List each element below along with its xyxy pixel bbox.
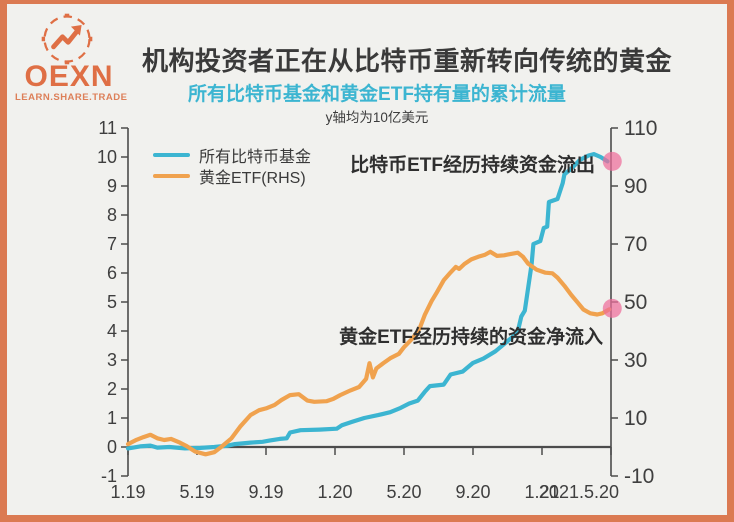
y-left-tick-label: 8: [107, 205, 117, 225]
y-left-tick-label: 0: [107, 437, 117, 457]
brand-text: OEXN: [24, 60, 114, 93]
y-right-tick-label: 90: [624, 175, 647, 198]
y-right-tick-label: 110: [624, 117, 657, 140]
annotation-bitcoin-outflow: 比特币ETF经历持续资金流出: [350, 155, 595, 176]
y-left-tick-label: 1: [107, 408, 117, 428]
page-title: 机构投资者正在从比特币重新转向传统的黄金: [141, 46, 672, 76]
y-right-tick-label: 70: [624, 233, 647, 256]
chart-subtitle: 所有比特币基金和黄金ETF持有量的累计流量: [188, 84, 566, 105]
y-right-tick-label: 30: [624, 349, 647, 372]
y-left-tick-label: 3: [107, 350, 117, 370]
gold-line-swatch: [153, 173, 190, 178]
brand-tagline: LEARN.SHARE.TRADE: [15, 92, 128, 103]
x-tick-label: 9.19: [248, 482, 283, 502]
legend-label-gold: 黄金ETF(RHS): [199, 169, 306, 187]
bitcoin-funds-end-marker-dot: [602, 151, 622, 171]
chart-legend: 所有比特币基金 黄金ETF(RHS): [153, 144, 312, 187]
y-right-tick-label: -10: [624, 465, 654, 488]
y-right-tick-label: 50: [624, 291, 647, 314]
legend-item-gold-etf: 黄金ETF(RHS): [153, 165, 311, 187]
y-left-tick-label: 5: [107, 292, 117, 312]
y-left-tick-label: 9: [107, 176, 117, 196]
legend-label-bitcoin: 所有比特币基金: [199, 148, 312, 166]
legend-item-bitcoin-funds: 所有比特币基金: [153, 144, 312, 166]
logo: OEXN LEARN.SHARE.TRADE: [13, 8, 128, 108]
x-tick-label: 1.20: [317, 482, 352, 502]
y-left-tick-label: 6: [107, 263, 117, 283]
trend-up-arrow-circle-icon: [41, 13, 93, 65]
x-tick-label: 2021.5.20: [539, 482, 619, 502]
y-left-tick-label: 10: [97, 147, 117, 167]
axis-unit-note: y轴均为10亿美元: [325, 110, 429, 125]
y-left-tick-label: -1: [101, 466, 117, 486]
x-tick-label: 1.21: [524, 482, 559, 502]
bitcoin-funds-line: [125, 152, 610, 451]
x-tick-label: 9.20: [455, 482, 490, 502]
x-tick-label: 5.20: [386, 482, 421, 502]
x-tick-label: 5.19: [179, 482, 214, 502]
gold-etf-end-marker-dot: [602, 298, 622, 318]
y-left-tick-label: 11: [98, 118, 117, 138]
y-right-tick-label: 10: [624, 407, 647, 430]
y-left-tick-label: 7: [107, 234, 117, 254]
x-tick-label: 1.19: [110, 482, 145, 502]
y-left-tick-label: 2: [107, 379, 117, 399]
bitcoin-line-swatch: [153, 152, 190, 157]
annotation-gold-inflow: 黄金ETF经历持续的资金净流入: [339, 327, 603, 348]
y-left-tick-label: 4: [107, 321, 117, 341]
gold-etf-line: [125, 249, 612, 457]
